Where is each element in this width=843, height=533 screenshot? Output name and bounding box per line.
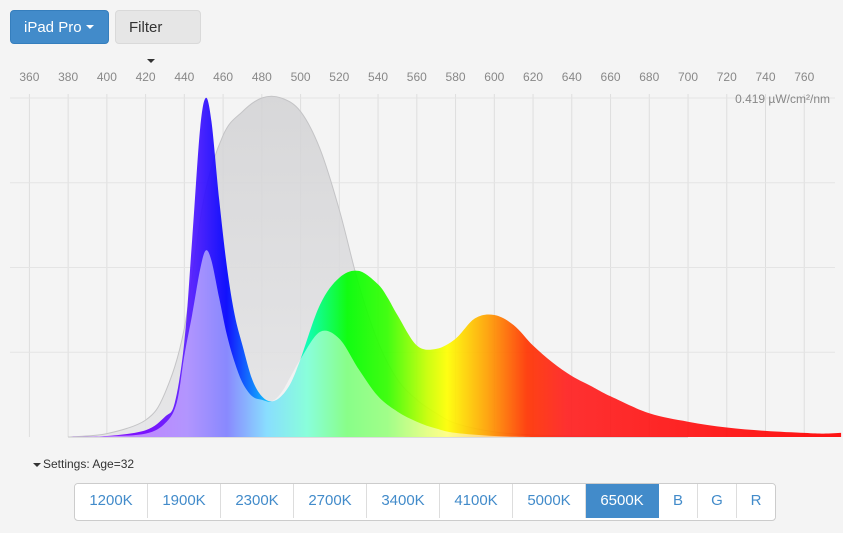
x-tick-label: 400 bbox=[97, 70, 117, 84]
x-tick-label: 580 bbox=[446, 70, 466, 84]
x-tick-label: 460 bbox=[213, 70, 233, 84]
x-tick-label: 740 bbox=[755, 70, 775, 84]
kelvin-option-g[interactable]: G bbox=[698, 484, 737, 518]
x-tick-label: 360 bbox=[19, 70, 39, 84]
settings-label: Settings: Age=32 bbox=[43, 457, 135, 471]
kelvin-option-2300k[interactable]: 2300K bbox=[221, 484, 294, 518]
x-tick-label: 440 bbox=[174, 70, 194, 84]
x-tick-label: 540 bbox=[368, 70, 388, 84]
spectrum-chart: 360 380 400 420 440 460 480 500 520 540 560 580 600 6… bbox=[10, 70, 842, 438]
device-dropdown-label: iPad Pro bbox=[24, 19, 82, 36]
kelvin-option-6500k[interactable]: 6500K bbox=[586, 484, 659, 518]
x-tick-label: 620 bbox=[523, 70, 543, 84]
caret-down-icon bbox=[33, 462, 41, 467]
color-temperature-selector: 1200K 1900K 2300K 2700K 3400K 4100K 5000K 6500K… bbox=[74, 483, 776, 521]
x-tick-label: 760 bbox=[794, 70, 814, 84]
x-tick-label: 560 bbox=[407, 70, 427, 84]
series-curve bbox=[68, 97, 842, 438]
caret-down-icon bbox=[147, 59, 155, 64]
caret-down-icon bbox=[85, 25, 94, 30]
kelvin-option-2700k[interactable]: 2700K bbox=[294, 484, 367, 518]
x-tick-label: 480 bbox=[252, 70, 272, 84]
kelvin-option-5000k[interactable]: 5000K bbox=[513, 484, 586, 518]
x-tick-label: 600 bbox=[484, 70, 504, 84]
device-dropdown-button[interactable]: iPad Pro bbox=[10, 10, 109, 44]
settings-toggle[interactable]: Settings: Age=32 bbox=[33, 457, 134, 471]
kelvin-option-1200k[interactable]: 1200K bbox=[75, 484, 148, 518]
x-tick-label: 660 bbox=[601, 70, 621, 84]
kelvin-option-b[interactable]: B bbox=[659, 484, 698, 518]
x-tick-label: 500 bbox=[291, 70, 311, 84]
x-tick-label: 720 bbox=[717, 70, 737, 84]
kelvin-option-3400k[interactable]: 3400K bbox=[367, 484, 440, 518]
kelvin-option-1900k[interactable]: 1900K bbox=[148, 484, 221, 518]
x-tick-label: 640 bbox=[562, 70, 582, 84]
x-tick-label: 420 bbox=[136, 70, 156, 84]
x-tick-label: 380 bbox=[58, 70, 78, 84]
filter-dropdown-button[interactable]: Filter bbox=[115, 10, 201, 64]
x-tick-label: 520 bbox=[329, 70, 349, 84]
filter-dropdown-label: Filter bbox=[129, 19, 163, 36]
kelvin-option-4100k[interactable]: 4100K bbox=[440, 484, 513, 518]
x-tick-label: 680 bbox=[639, 70, 659, 84]
kelvin-option-r[interactable]: R bbox=[737, 484, 775, 518]
series-curve bbox=[68, 250, 533, 437]
unit-label: 0.419 µW/cm²/nm bbox=[735, 92, 830, 106]
x-tick-label: 700 bbox=[678, 70, 698, 84]
